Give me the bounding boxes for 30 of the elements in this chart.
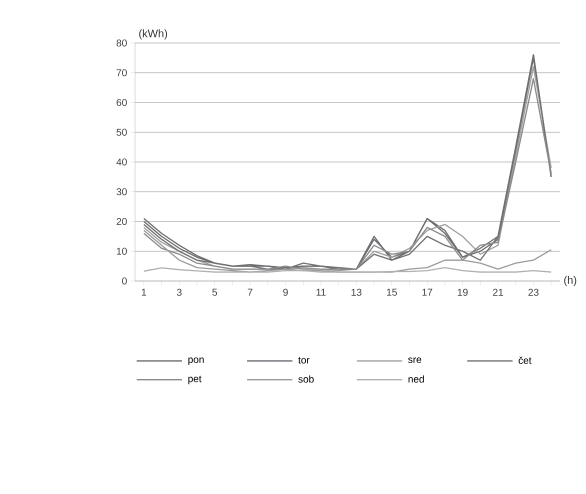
legend-label: ned	[408, 375, 424, 383]
x-tick-label: 17	[422, 288, 432, 296]
x-tick-label: 1	[142, 288, 146, 296]
legend-label: čet	[518, 356, 532, 364]
y-tick-label: 50	[116, 128, 127, 136]
y-tick-label: 30	[116, 188, 127, 196]
x-tick-label: 23	[528, 288, 539, 296]
x-tick-label: 3	[176, 288, 182, 296]
x-tick-label: 13	[352, 288, 362, 296]
legend-label: sre	[408, 358, 422, 363]
y-axis-title: (kWh)	[139, 29, 168, 40]
x-tick-label: 15	[387, 288, 397, 296]
x-axis-title: (h)	[564, 276, 576, 286]
y-tick-label: 70	[116, 69, 127, 76]
y-tick-label: 40	[116, 158, 127, 166]
legend-label: pet	[188, 376, 202, 384]
x-tick-label: 5	[212, 288, 218, 296]
legend-label: tor	[298, 356, 310, 364]
x-tick-label: 9	[283, 288, 288, 296]
x-tick-label: 19	[458, 288, 468, 296]
y-tick-label: 10	[116, 248, 127, 255]
x-tick-label: 7	[248, 288, 252, 296]
legend-label: sob	[298, 375, 314, 383]
y-tick-label: 60	[116, 98, 127, 106]
y-tick-label: 80	[116, 39, 127, 47]
y-tick-label: 20	[116, 218, 127, 226]
y-tick-label: 0	[122, 277, 127, 285]
legend-label: pon	[188, 358, 204, 365]
x-tick-label: 21	[492, 288, 504, 296]
x-tick-label: 11	[316, 288, 326, 296]
